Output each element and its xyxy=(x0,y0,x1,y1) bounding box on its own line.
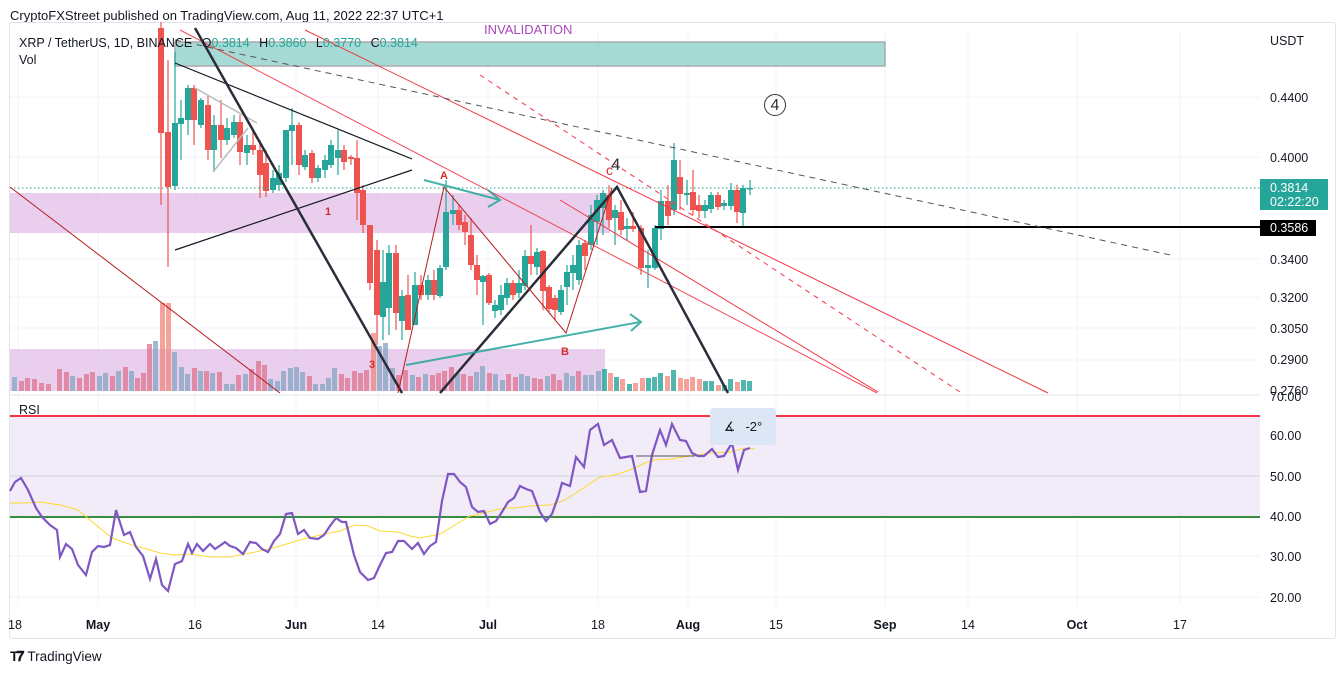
time-tick: 16 xyxy=(188,618,202,632)
angle-icon: ∡ xyxy=(723,418,736,434)
symbol-name: XRP / TetherUS, 1D, BINANCE xyxy=(19,36,193,50)
wave-4-label: 4 xyxy=(611,155,621,174)
label-b: B xyxy=(561,346,569,358)
supply-zone xyxy=(10,193,610,233)
tradingview-logo-icon: T𝟕 xyxy=(10,648,24,664)
volume-label[interactable]: Vol xyxy=(19,53,37,67)
wave-c-label: c xyxy=(606,162,613,178)
time-tick: 18 xyxy=(8,618,22,632)
tradingview-brand: TradingView xyxy=(27,649,102,664)
time-tick: 14 xyxy=(961,618,975,632)
rsi-tick: 60.00 xyxy=(1270,429,1302,443)
ohlc-low: 0.3770 xyxy=(322,36,362,50)
price-axis-currency: USDT xyxy=(1270,34,1305,48)
rsi-tick: 50.00 xyxy=(1270,470,1302,484)
label-3: 3 xyxy=(369,359,376,371)
symbol-legend[interactable]: XRP / TetherUS, 1D, BINANCE O0.3814 H0.3… xyxy=(19,36,418,50)
time-tick: Oct xyxy=(1066,618,1088,632)
time-tick: 18 xyxy=(591,618,605,632)
label-1: 1 xyxy=(325,206,332,218)
time-tick: 17 xyxy=(1173,618,1187,632)
rsi-tick: 40.00 xyxy=(1270,510,1302,524)
time-tick: Sep xyxy=(873,618,897,632)
rsi-ma-line xyxy=(10,447,756,558)
rsi-line xyxy=(9,420,751,594)
bar-countdown: 02:22:20 xyxy=(1270,195,1319,209)
price-tick: 0.3400 xyxy=(1270,253,1309,267)
rsi-tick: 20.00 xyxy=(1270,591,1302,605)
price-tick: 0.2900 xyxy=(1270,353,1309,367)
price-tick: 0.3200 xyxy=(1270,291,1309,305)
ohlc-close: 0.3814 xyxy=(379,36,418,50)
time-tick: 15 xyxy=(769,618,783,632)
ohlc-open: 0.3814 xyxy=(211,36,250,50)
level-price-tag: 0.3586 xyxy=(1260,220,1316,236)
rsi-tick: 70.00 xyxy=(1270,390,1302,404)
publish-header: CryptoFXStreet published on TradingView.… xyxy=(10,8,444,23)
chart-frame[interactable] xyxy=(9,22,1336,639)
tradingview-logo[interactable]: T𝟕 TradingView xyxy=(10,648,102,665)
wave-4-circle-label: 4 xyxy=(764,94,786,116)
angle-value: -2° xyxy=(745,419,763,434)
ohlc-high: 0.3860 xyxy=(268,36,307,50)
rsi-label[interactable]: RSI xyxy=(19,403,40,417)
current-price-tag: 0.3814 02:22:20 xyxy=(1260,179,1328,210)
price-tick: 0.2760 xyxy=(1270,384,1309,398)
time-tick: Jul xyxy=(478,618,498,632)
price-tick: 0.4400 xyxy=(1270,91,1309,105)
angle-tooltip: ∡ -2° xyxy=(710,408,776,445)
time-tick: 14 xyxy=(371,618,385,632)
price-tick: 0.3050 xyxy=(1270,322,1309,336)
time-tick: Jun xyxy=(284,618,308,632)
price-tick: 0.4000 xyxy=(1270,151,1309,165)
time-tick: Aug xyxy=(675,618,701,632)
current-price: 0.3814 xyxy=(1270,181,1309,195)
label-a: A xyxy=(440,170,448,182)
rsi-tick: 30.00 xyxy=(1270,550,1302,564)
invalidation-zone xyxy=(174,41,886,67)
invalidation-label: INVALIDATION xyxy=(484,22,573,37)
time-tick: May xyxy=(85,618,111,632)
